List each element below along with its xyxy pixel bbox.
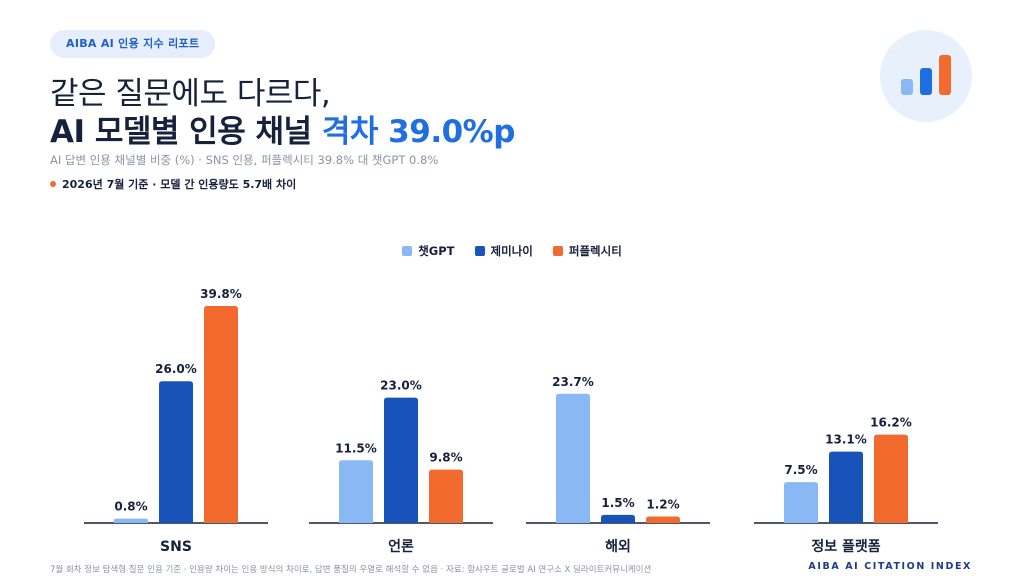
- date-note: 2026년 7월 기준 · 모델 간 인용량도 5.7배 차이: [50, 176, 296, 192]
- legend-label: 챗GPT: [418, 244, 455, 258]
- logo-bar-light: [901, 79, 913, 95]
- data-label: 1.5%: [601, 496, 634, 510]
- legend-item-perplexity: 퍼플렉시티: [552, 243, 622, 259]
- page-title-line2: AI 모델별 인용 채널 격차 39.0%p: [50, 106, 515, 151]
- bar: [556, 393, 590, 523]
- bar: [601, 514, 635, 523]
- data-label: 23.7%: [552, 375, 594, 389]
- date-note-text: 2026년 7월 기준 · 모델 간 인용량도 5.7배 차이: [62, 178, 297, 191]
- bar-chart-icon: [880, 30, 972, 122]
- bar: [159, 381, 193, 523]
- data-label: 26.0%: [155, 362, 197, 376]
- bar: [874, 434, 908, 523]
- category-label: 정보 플랫폼: [811, 538, 880, 555]
- bar: [646, 516, 680, 523]
- data-label: 23.0%: [380, 379, 422, 393]
- report-badge: AIBA AI 인용 지수 리포트: [50, 30, 216, 58]
- data-label: 39.8%: [200, 287, 242, 301]
- legend-item-chatgpt: 챗GPT: [402, 243, 455, 259]
- legend-label: 퍼플렉시티: [568, 244, 622, 258]
- bar: [429, 469, 463, 523]
- data-label: 9.8%: [429, 451, 462, 465]
- data-label: 1.2%: [646, 497, 679, 511]
- orange-dot-icon: [50, 181, 56, 187]
- title-accent-text: 격차 39.0%p: [321, 114, 516, 150]
- bar: [784, 482, 818, 523]
- bar: [204, 306, 238, 523]
- category-label: 언론: [388, 538, 414, 555]
- page-subtitle: AI 답변 인용 채널별 비중 (%) · SNS 인용, 퍼플렉시티 39.8…: [50, 153, 439, 167]
- category-label: 해외: [605, 538, 631, 555]
- footer-source-note: 7월 회차 정보 탐색형 질문 인용 기준 · 인용량 차이는 인용 방식의 차…: [50, 565, 652, 575]
- bar: [384, 397, 418, 523]
- bar: [829, 451, 863, 523]
- bar: [339, 460, 373, 523]
- page-title-line1: 같은 질문에도 다르다,: [50, 76, 331, 112]
- legend-swatch: [552, 246, 563, 256]
- logo-bar-orange: [939, 55, 951, 95]
- data-label: 16.2%: [870, 416, 912, 430]
- title-main-text: AI 모델별 인용 채널: [50, 114, 322, 150]
- bar: [114, 518, 148, 523]
- footer-brand: AIBA AI CITATION INDEX: [808, 561, 972, 572]
- data-label: 7.5%: [784, 463, 817, 477]
- category-label: SNS: [160, 539, 192, 555]
- legend-item-gemini: 제미나이: [474, 243, 533, 259]
- logo-bar-blue: [920, 68, 932, 95]
- chart-legend: 챗GPT 제미나이 퍼플렉시티: [0, 243, 1024, 259]
- legend-label: 제미나이: [490, 244, 533, 258]
- legend-swatch: [402, 246, 413, 256]
- data-label: 0.8%: [114, 500, 147, 514]
- legend-swatch: [474, 246, 485, 256]
- data-label: 13.1%: [825, 433, 867, 447]
- data-label: 11.5%: [335, 441, 377, 455]
